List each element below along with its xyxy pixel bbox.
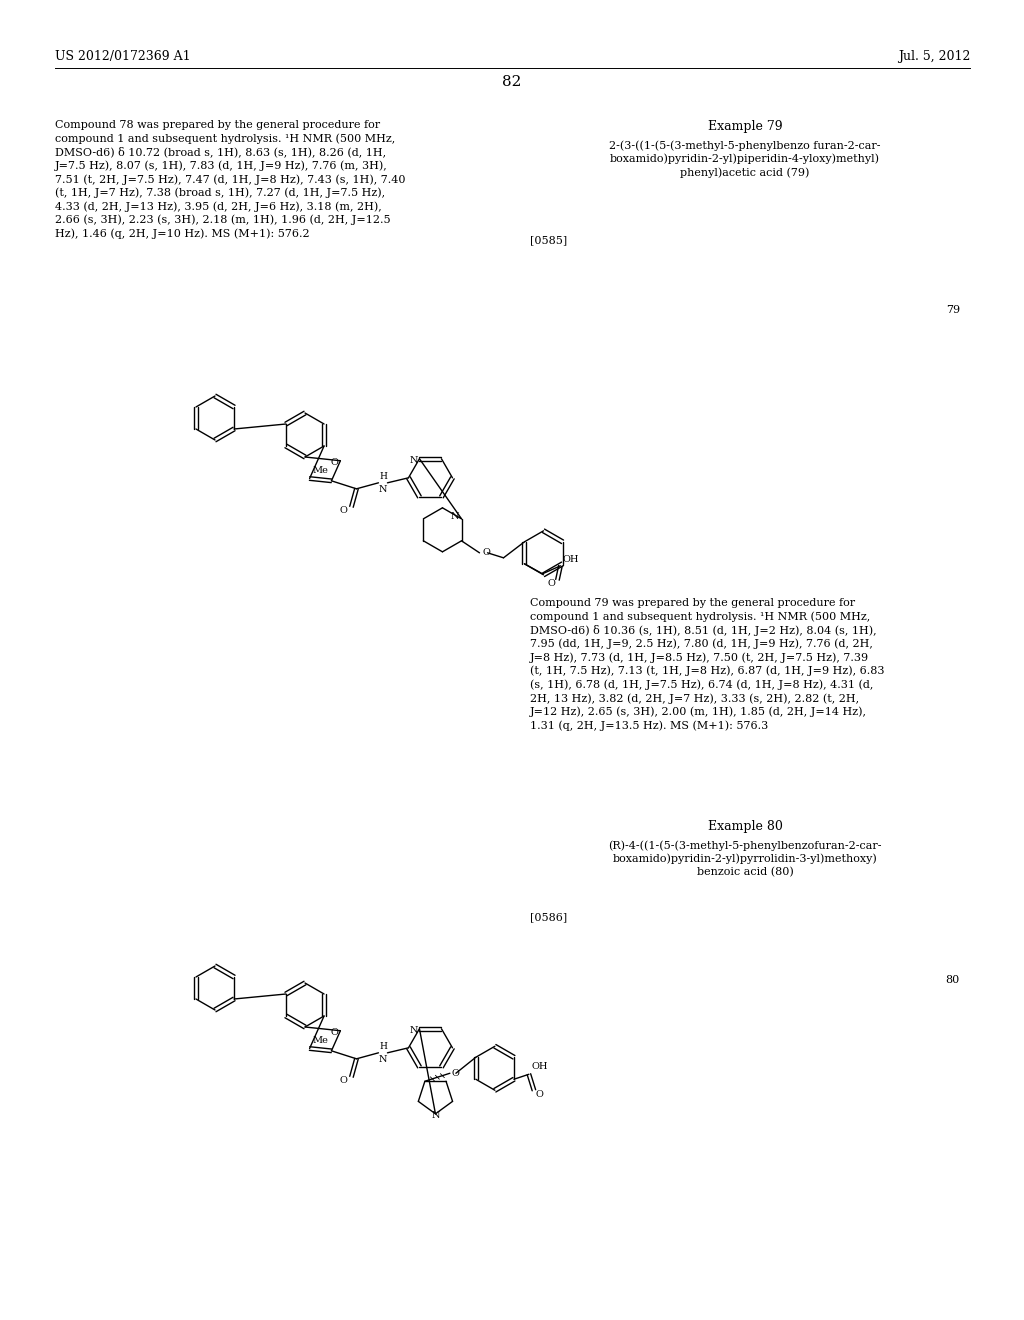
Text: O: O [536,1090,544,1098]
Text: N: N [431,1111,439,1119]
Text: Me: Me [312,466,329,474]
Text: 82: 82 [503,75,521,88]
Text: N: N [379,1055,387,1064]
Text: OH: OH [531,1063,549,1072]
Text: Example 80: Example 80 [708,820,782,833]
Text: N: N [410,1026,419,1035]
Text: O: O [340,1076,347,1085]
Text: [0586]: [0586] [530,912,567,921]
Text: H: H [380,471,387,480]
Text: 80: 80 [946,975,961,985]
Text: Me: Me [312,1035,329,1044]
Text: O: O [548,579,555,589]
Text: O: O [452,1069,460,1077]
Text: H: H [380,1041,387,1051]
Text: N: N [410,457,419,465]
Text: Compound 78 was prepared by the general procedure for
compound 1 and subsequent : Compound 78 was prepared by the general … [55,120,406,239]
Text: 2-(3-((1-(5-(3-methyl-5-phenylbenzo furan-2-car-
boxamido)pyridin-2-yl)piperidin: 2-(3-((1-(5-(3-methyl-5-phenylbenzo fura… [609,140,881,178]
Text: O: O [340,507,347,515]
Text: O: O [331,458,338,467]
Text: O: O [331,1028,338,1038]
Text: Compound 79 was prepared by the general procedure for
compound 1 and subsequent : Compound 79 was prepared by the general … [530,598,885,731]
Text: [0585]: [0585] [530,235,567,246]
Text: US 2012/0172369 A1: US 2012/0172369 A1 [55,50,190,63]
Text: O: O [482,548,490,557]
Text: N: N [379,484,387,494]
Text: Jul. 5, 2012: Jul. 5, 2012 [898,50,970,63]
Text: Example 79: Example 79 [708,120,782,133]
Text: N: N [451,512,460,521]
Text: 79: 79 [946,305,961,315]
Text: (R)-4-((1-(5-(3-methyl-5-phenylbenzofuran-2-car-
boxamido)pyridin-2-yl)pyrrolidi: (R)-4-((1-(5-(3-methyl-5-phenylbenzofura… [608,840,882,878]
Text: OH: OH [562,554,579,564]
